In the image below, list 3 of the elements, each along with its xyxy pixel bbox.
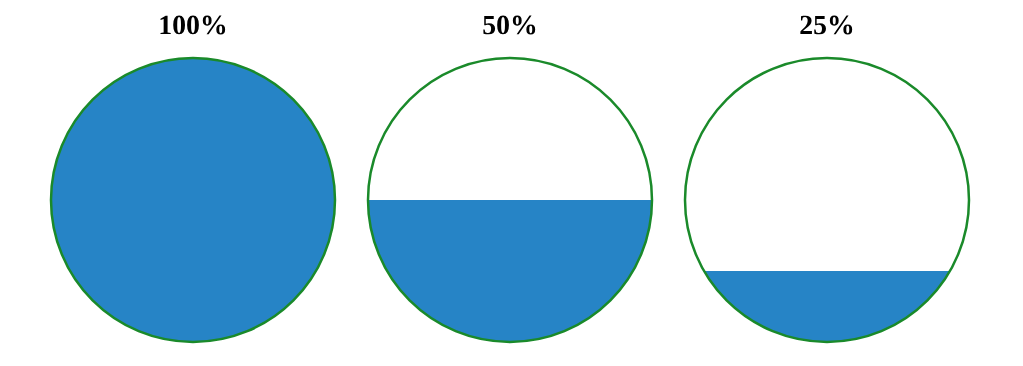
data-label: 25% bbox=[800, 15, 853, 35]
data-label: 50% bbox=[483, 15, 536, 35]
data-label: 100% bbox=[160, 15, 226, 35]
